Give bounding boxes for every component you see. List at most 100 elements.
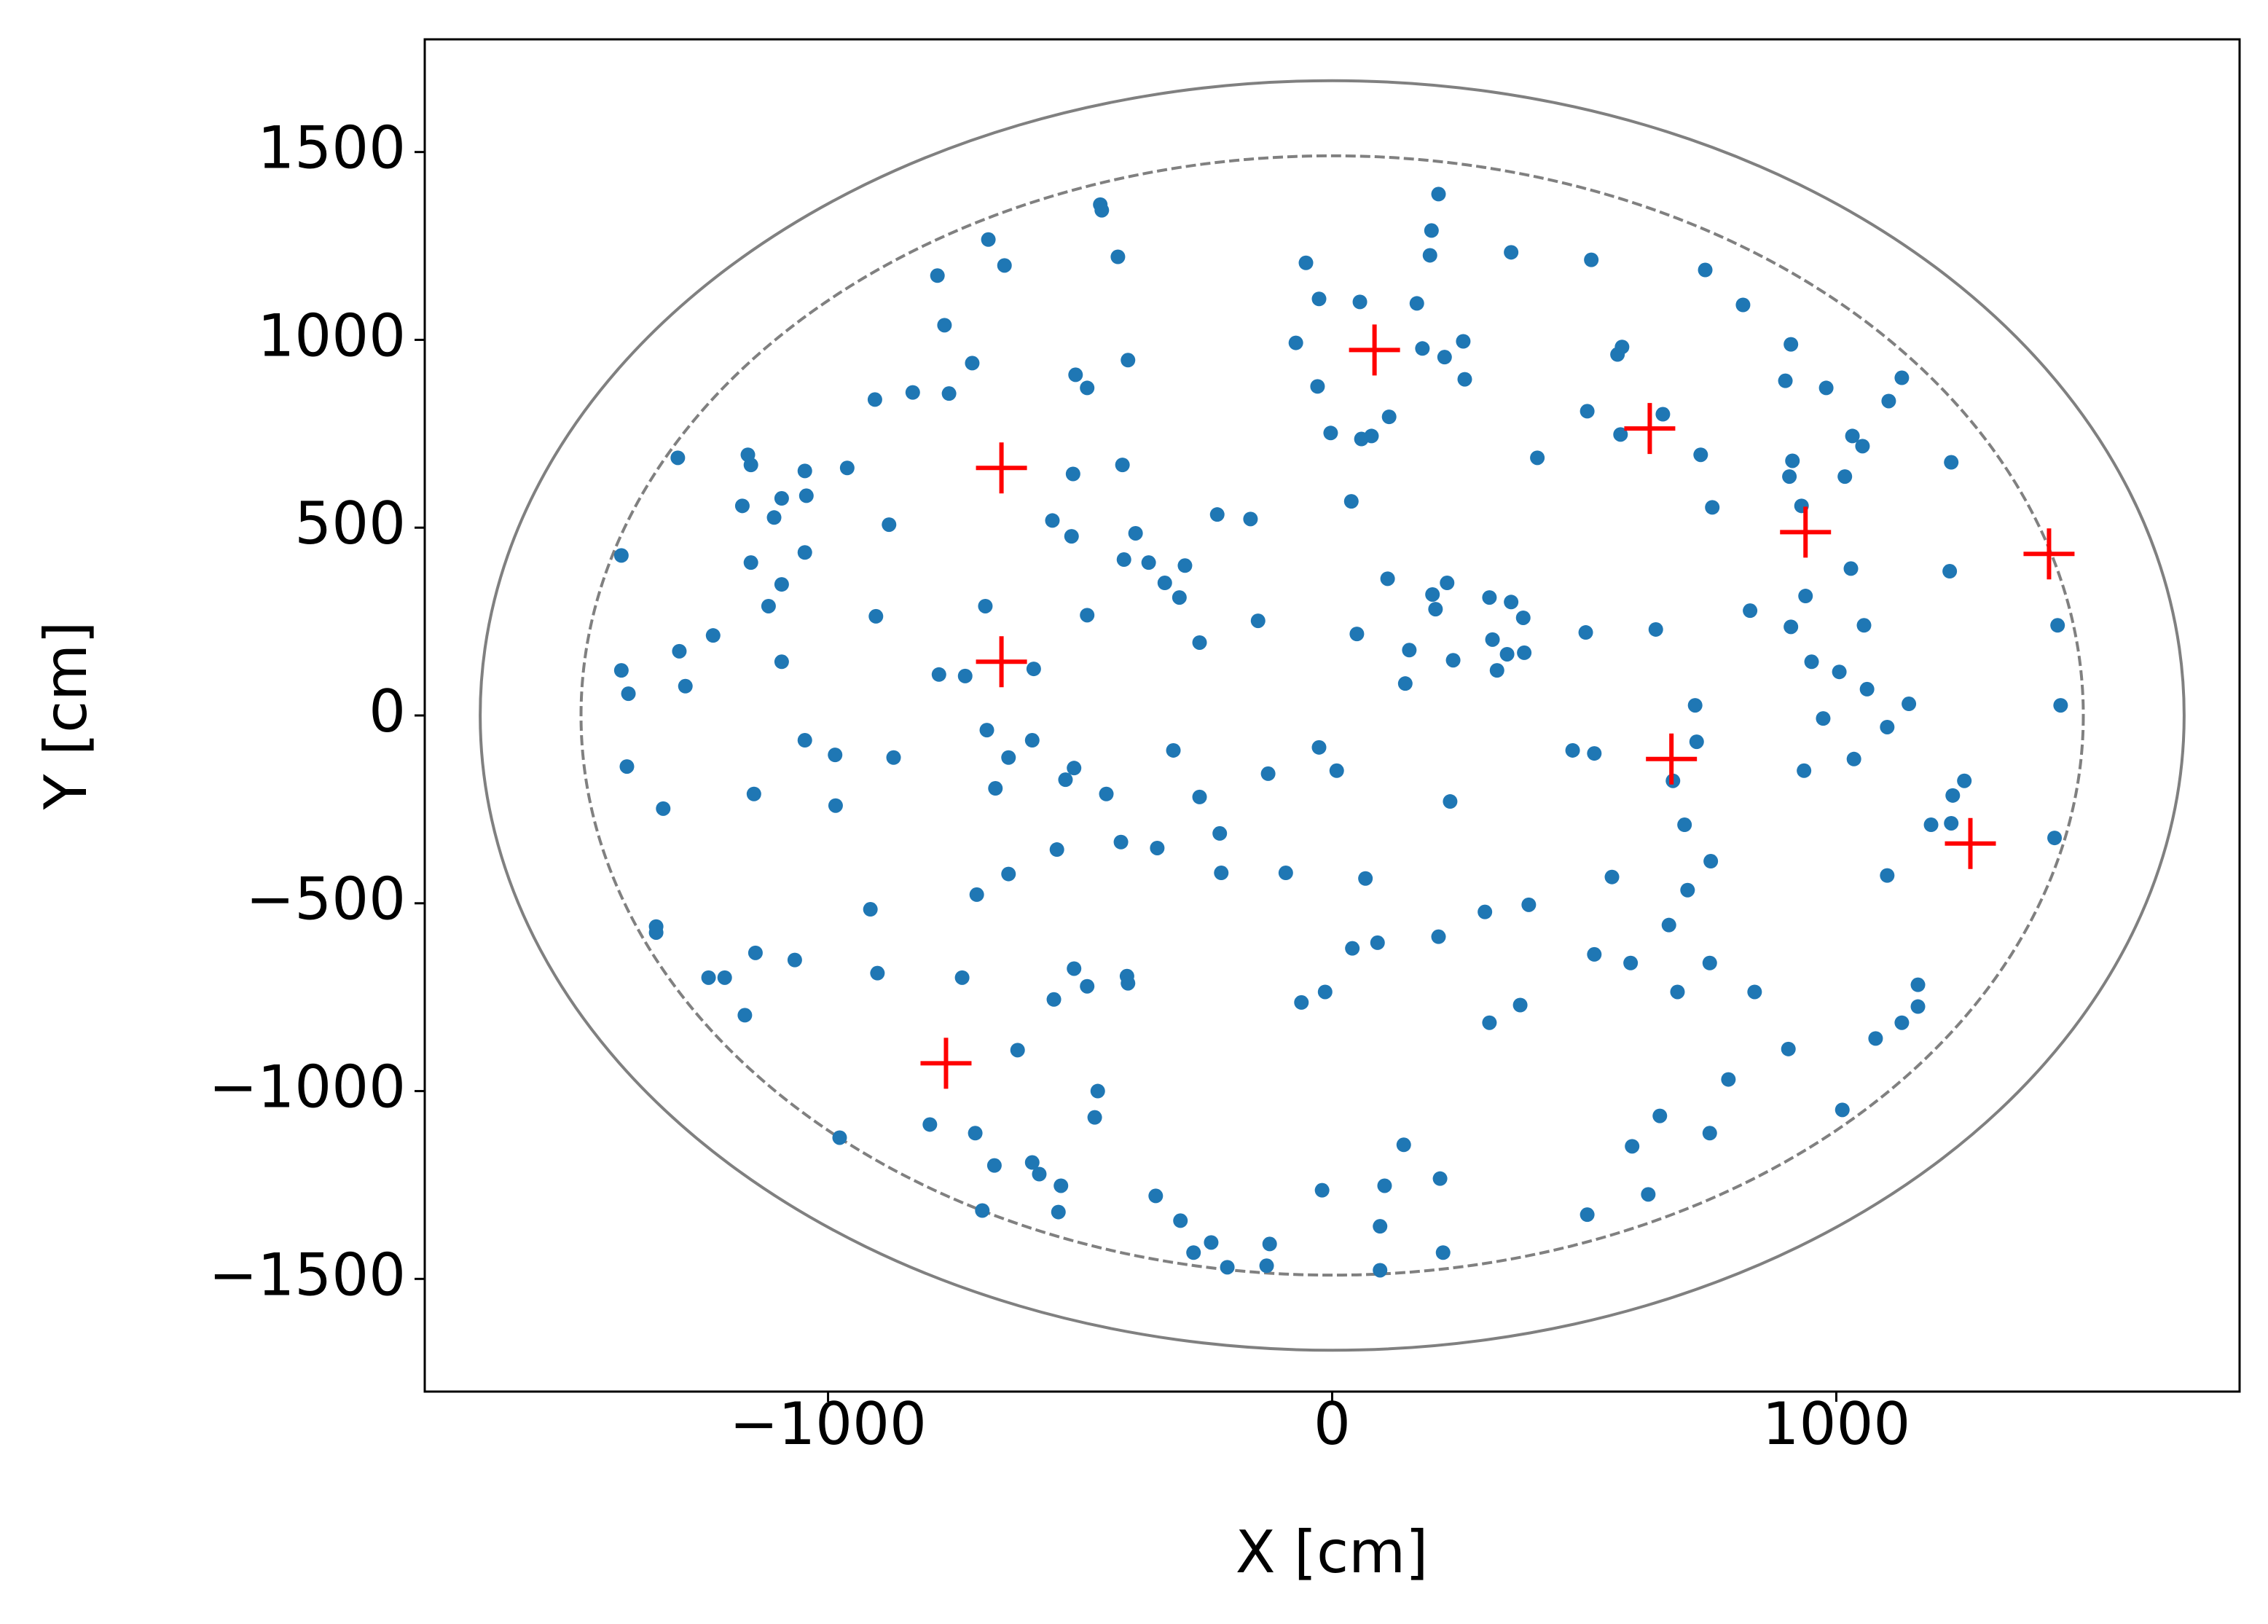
point	[968, 1126, 983, 1141]
point	[1894, 1015, 1910, 1030]
point	[1856, 618, 1872, 633]
point	[1859, 681, 1875, 697]
cross-marker	[1624, 403, 1676, 455]
point	[1880, 868, 1895, 883]
point	[1024, 733, 1040, 748]
point	[1698, 262, 1713, 278]
point	[761, 598, 776, 613]
point	[1957, 773, 1972, 788]
point	[797, 463, 812, 479]
point	[1705, 500, 1720, 515]
point	[774, 654, 789, 670]
point	[1250, 613, 1266, 629]
point	[1311, 291, 1327, 307]
point	[1001, 866, 1016, 882]
point	[1121, 976, 1136, 991]
point	[1068, 367, 1083, 383]
point	[1425, 587, 1440, 602]
cross-marker	[2023, 528, 2075, 580]
point	[1945, 788, 1961, 803]
point	[1661, 917, 1676, 933]
point	[672, 643, 687, 659]
point	[1641, 1187, 1656, 1202]
point	[1880, 719, 1895, 734]
point	[1677, 817, 1692, 833]
point	[1415, 341, 1430, 356]
point	[1212, 825, 1228, 841]
point	[1186, 1245, 1201, 1260]
cross-marker	[976, 636, 1027, 688]
point	[1310, 379, 1325, 394]
point	[1515, 610, 1531, 625]
point	[957, 668, 973, 683]
point	[1804, 654, 1819, 670]
point	[2050, 618, 2065, 633]
point	[988, 781, 1003, 796]
point	[1422, 248, 1437, 263]
point	[978, 598, 993, 613]
point	[1816, 711, 1831, 726]
point	[1482, 590, 1497, 605]
point	[1065, 466, 1080, 482]
point	[1113, 834, 1129, 850]
cross-marker	[976, 442, 1027, 494]
point	[1110, 249, 1126, 264]
point	[1587, 946, 1602, 962]
point	[1080, 608, 1095, 623]
point	[1785, 453, 1800, 468]
point	[1778, 373, 1793, 388]
point	[678, 678, 693, 694]
point	[1944, 455, 1959, 470]
point	[1832, 664, 1847, 680]
point	[1259, 1258, 1274, 1274]
point	[1652, 1108, 1668, 1123]
point	[930, 268, 945, 283]
point	[1094, 203, 1110, 218]
point	[1689, 734, 1704, 750]
point	[1613, 427, 1628, 442]
point	[1845, 428, 1860, 444]
point	[1278, 866, 1293, 881]
y-tick-label: 1000	[257, 302, 406, 369]
point	[613, 548, 629, 563]
point	[1614, 340, 1630, 355]
point	[1116, 552, 1131, 568]
point	[1784, 619, 1799, 635]
point	[1489, 663, 1504, 678]
cross-marker	[1646, 733, 1698, 785]
point	[1345, 941, 1360, 956]
point	[1910, 977, 1926, 992]
point	[1846, 751, 1861, 766]
point	[1435, 1245, 1451, 1260]
point	[1445, 653, 1461, 668]
point	[1784, 337, 1799, 352]
point	[1087, 1110, 1102, 1125]
point	[1192, 789, 1207, 804]
point	[868, 608, 884, 624]
point	[1067, 961, 1082, 976]
point	[1049, 842, 1064, 858]
point	[1053, 1178, 1069, 1193]
point	[1380, 571, 1395, 587]
x-axis-label: X [cm]	[1236, 1518, 1429, 1586]
point	[828, 748, 843, 763]
point	[1352, 294, 1368, 310]
point	[1680, 882, 1695, 898]
point	[1782, 469, 1797, 485]
point	[886, 750, 901, 765]
point	[1243, 511, 1258, 527]
point	[1835, 1102, 1850, 1118]
point	[931, 667, 946, 682]
point	[734, 498, 750, 514]
point	[1026, 662, 1041, 677]
point	[2053, 698, 2068, 713]
point	[1482, 1015, 1497, 1030]
point	[613, 663, 629, 678]
x-tick-label: 0	[1314, 1390, 1351, 1458]
point	[1625, 1139, 1640, 1154]
point	[1298, 255, 1314, 270]
point	[954, 970, 970, 985]
point	[870, 965, 885, 981]
point	[1703, 854, 1719, 869]
